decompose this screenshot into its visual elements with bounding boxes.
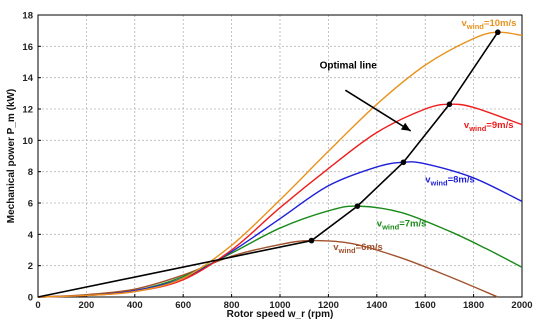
annotation-arrow-head (400, 122, 411, 131)
y-tick-label: 8 (28, 167, 33, 178)
series-label-subscript: wind (338, 246, 356, 255)
annotation-arrow-shaft (344, 89, 412, 132)
x-tick-label: 600 (175, 300, 191, 311)
y-tick-label: 2 (28, 261, 33, 272)
y-tick-label: 0 (28, 293, 33, 304)
x-tick-label: 200 (78, 300, 94, 311)
series-label-main: v (425, 175, 431, 186)
x-axis-title: Rotor speed w_r (rpm) (227, 309, 334, 320)
series-label-value: =7m/s (399, 219, 426, 230)
y-tick-label: 4 (28, 230, 34, 241)
series-label-subscript: wind (468, 124, 486, 133)
y-tick-label: 12 (22, 105, 33, 116)
y-tick-label: 14 (22, 73, 33, 84)
marker-layer (308, 29, 501, 244)
series-label-subscript: wind (429, 179, 447, 188)
series-label-subscript: wind (466, 22, 484, 31)
x-tick-label: 1600 (415, 300, 436, 311)
optimal-point-marker (400, 159, 407, 166)
optimal-line-annotation: Optimal line (320, 60, 378, 71)
series-line-10ms (37, 31, 523, 298)
series-label-main: v (377, 219, 383, 230)
x-tick-label: 800 (224, 300, 240, 311)
optimal-point-marker (354, 203, 361, 209)
y-tick-label: 16 (22, 42, 33, 53)
series-label-main: v (333, 242, 339, 253)
series-label-value: =8m/s (448, 175, 475, 186)
x-tick-label: 1200 (318, 300, 339, 311)
x-tick-label: 1000 (269, 300, 290, 311)
y-tick-label: 18 (22, 11, 33, 22)
series-label: vwind=10m/s (462, 18, 517, 31)
series-label: vwind=9m/s (464, 120, 514, 133)
x-tick-label: 1400 (366, 300, 387, 311)
x-tick-label: 0 (35, 300, 40, 311)
tick-layer: 0 200 400 600 800 1000 1200 1400 1600 1800 2000 0 2 4… (22, 11, 532, 312)
x-tick-label: 400 (127, 300, 143, 311)
series-label-main: v (464, 120, 470, 131)
y-axis-title: Mechanical power P_m (kW) (6, 89, 17, 223)
series-label-value: =10m/s (484, 18, 517, 29)
series-label: vwind=8m/s (425, 175, 475, 188)
y-tick-label: 6 (28, 199, 33, 210)
label-layer: vwind=6m/svwind=7m/svwind=8m/svwind=9m/s… (320, 18, 517, 255)
optimal-point-marker (308, 237, 315, 244)
grid-layer (38, 15, 522, 297)
series-line-8ms (37, 161, 523, 298)
series-line-6ms (37, 239, 499, 298)
series-label-value: =9m/s (486, 120, 513, 131)
x-tick-label: 2000 (511, 300, 532, 311)
optimal-line (37, 31, 499, 298)
optimal-point-marker (446, 101, 453, 108)
x-tick-label: 1800 (463, 300, 484, 311)
series-layer (37, 31, 523, 298)
y-tick-label: 10 (22, 136, 33, 147)
series-label-subscript: wind (381, 223, 399, 232)
optimal-point-marker (495, 29, 501, 36)
series-label: vwind=7m/s (377, 219, 427, 232)
series-label-value: =6m/s (356, 242, 383, 253)
series-label-main: v (462, 18, 468, 29)
series-label: vwind=6m/s (333, 242, 383, 255)
